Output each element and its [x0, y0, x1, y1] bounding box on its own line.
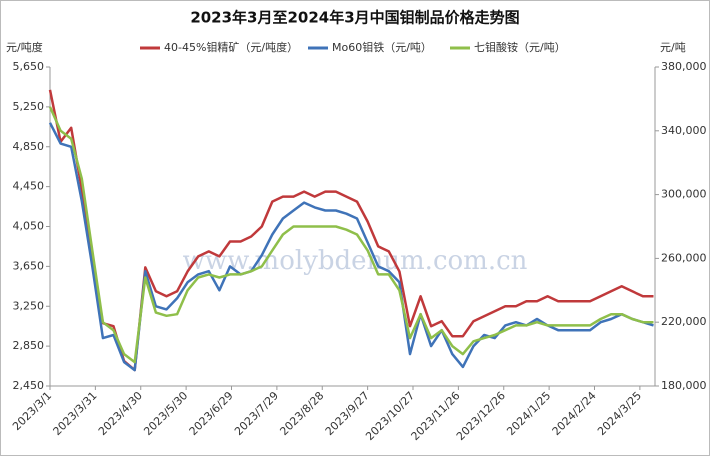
y-tick-label: 2,850 [13, 339, 45, 352]
watermark: www.molybdenum.com.cn [183, 246, 528, 276]
y-tick-label: 4,850 [13, 140, 45, 153]
chart-title: 2023年3月至2024年3月中国钼制品价格走势图 [190, 9, 519, 27]
y-axis-label: 元/吨度 [6, 40, 43, 54]
y-tick-label: 2,450 [13, 379, 45, 392]
y-tick-label: 4,450 [13, 180, 45, 193]
y2-tick-label: 340,000 [661, 124, 707, 137]
y-tick-label: 3,650 [13, 259, 45, 272]
y2-tick-label: 380,000 [661, 60, 707, 73]
y-tick-label: 3,250 [13, 299, 45, 312]
legend-label: 七钼酸铵（元/吨） [474, 40, 566, 54]
y-tick-label: 4,050 [13, 220, 45, 233]
series-line [48, 106, 654, 364]
y2-tick-label: 260,000 [661, 251, 707, 264]
y2-tick-label: 300,000 [661, 188, 707, 201]
y-tick-label: 5,650 [13, 60, 45, 73]
y2-axis-label: 元/吨 [660, 41, 686, 54]
y2-tick-label: 220,000 [661, 315, 707, 328]
y2-tick-label: 180,000 [661, 379, 707, 392]
series-line [48, 89, 654, 372]
y-tick-label: 5,250 [13, 100, 45, 113]
legend-label: Mo60钼铁（元/吨） [332, 40, 432, 54]
series-line [48, 122, 654, 372]
legend-label: 40-45%钼精矿（元/吨度） [164, 40, 298, 54]
